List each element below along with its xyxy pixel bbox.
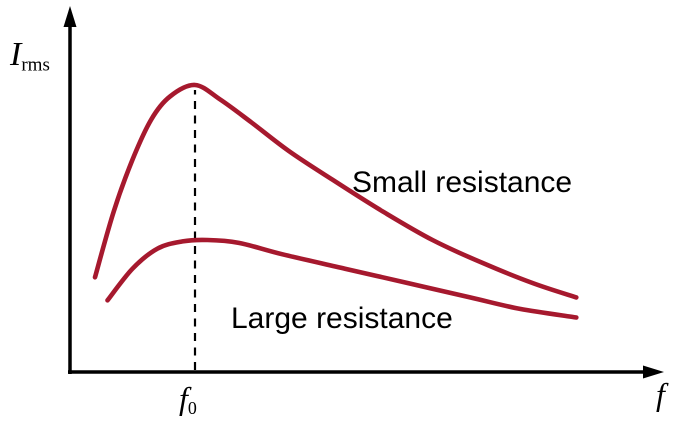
y-axis-label: Irms	[10, 36, 50, 76]
y-axis-arrowhead	[63, 6, 77, 27]
resonant-frequency-symbol: f	[179, 380, 188, 416]
y-axis-label-subscript: rms	[21, 54, 50, 76]
large-resistance-label: Large resistance	[231, 302, 453, 335]
small-resistance-label: Small resistance	[352, 166, 573, 199]
resonant-frequency-label: f0	[179, 380, 197, 417]
y-axis-label-symbol: I	[10, 36, 22, 73]
small-resistance-curve	[92, 82, 579, 300]
x-axis-arrowhead	[643, 365, 664, 379]
resonant-frequency-subscript: 0	[187, 398, 197, 419]
large-resistance-curve	[105, 237, 579, 320]
curves-group	[92, 82, 579, 370]
x-axis-label: f	[656, 376, 665, 412]
